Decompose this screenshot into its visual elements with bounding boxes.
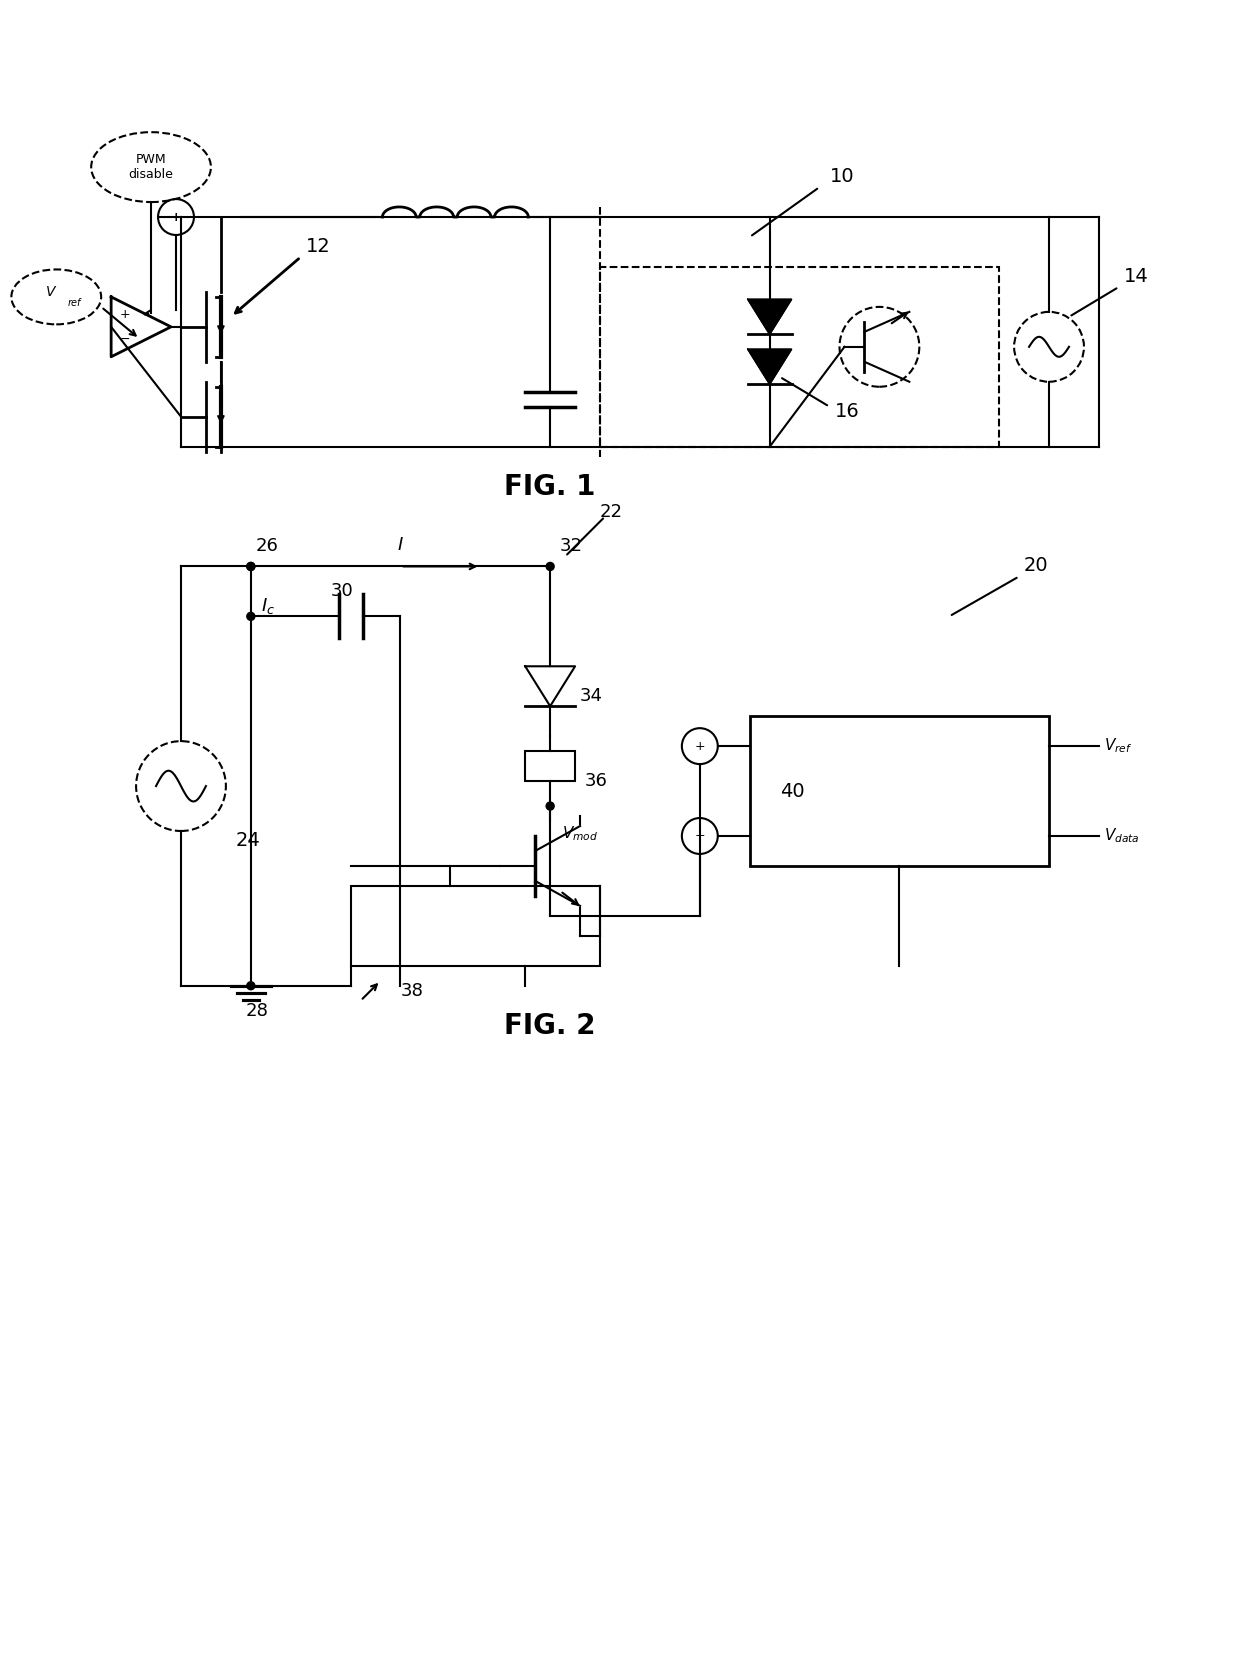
Text: 30: 30 [331,583,353,600]
Text: +: + [119,308,130,322]
Text: ref: ref [67,298,81,308]
Circle shape [546,563,554,570]
Text: $-$: $-$ [119,332,130,345]
Text: 38: 38 [401,981,423,1000]
Circle shape [546,801,554,810]
Polygon shape [526,666,575,706]
Polygon shape [748,300,791,335]
Text: 28: 28 [246,1001,269,1020]
Polygon shape [748,350,791,385]
Circle shape [247,613,254,620]
Circle shape [247,981,254,990]
Text: 16: 16 [835,402,859,421]
Text: $V_{mod}$: $V_{mod}$ [562,825,598,843]
Circle shape [247,563,254,570]
Text: PWM
disable: PWM disable [129,153,174,182]
Text: $I$: $I$ [397,536,404,555]
Text: FIG. 2: FIG. 2 [505,1011,596,1040]
Bar [750,716,1049,866]
Bar [600,267,999,446]
Text: 10: 10 [830,167,854,187]
Text: $V_{ref}$: $V_{ref}$ [1104,736,1132,755]
Text: 14: 14 [1123,267,1148,287]
Text: 32: 32 [560,538,583,555]
Text: $V$: $V$ [45,285,57,298]
Text: 20: 20 [1024,556,1049,575]
Text: +: + [694,830,706,843]
Text: 34: 34 [580,686,603,705]
Text: 36: 36 [585,771,608,790]
Text: 26: 26 [255,538,279,555]
Text: FIG. 1: FIG. 1 [505,473,596,500]
Text: $V_{data}$: $V_{data}$ [1104,826,1140,845]
Bar [351,886,600,966]
Circle shape [247,563,254,570]
Text: 40: 40 [780,781,805,801]
Text: $I_c$: $I_c$ [260,596,275,616]
Text: 24: 24 [236,831,260,850]
Bar [526,751,575,781]
Text: 12: 12 [306,237,330,257]
Text: +: + [171,210,181,223]
Text: 22: 22 [600,503,622,520]
Text: +: + [694,740,706,753]
